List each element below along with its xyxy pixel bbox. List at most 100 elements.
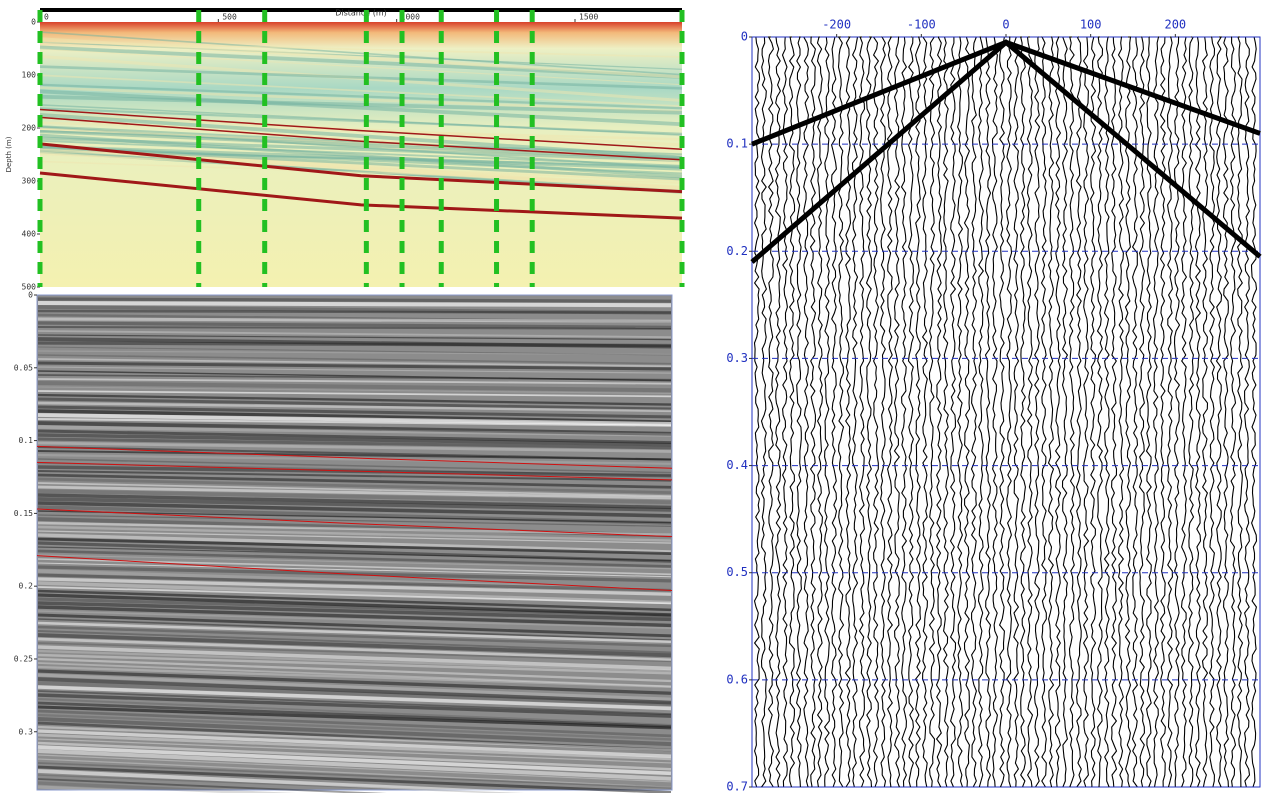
texture	[37, 477, 672, 494]
texture	[37, 649, 672, 672]
texture	[39, 45, 683, 79]
x-tick-label: 200	[1164, 18, 1186, 32]
texture	[37, 354, 672, 365]
trace	[767, 36, 774, 788]
x-tick-label: 1500	[579, 13, 598, 22]
trace	[1159, 36, 1166, 788]
texture	[37, 525, 672, 542]
trace	[984, 36, 992, 788]
texture	[37, 749, 672, 781]
texture	[39, 83, 683, 110]
texture	[37, 554, 672, 570]
texture	[37, 698, 672, 726]
texture	[37, 613, 672, 638]
texture	[37, 721, 672, 752]
trace	[1229, 36, 1237, 788]
y-tick-label: 0.3	[726, 351, 748, 365]
trace	[1236, 36, 1244, 788]
trace	[1061, 36, 1069, 788]
trace	[1103, 36, 1111, 788]
horizon-line	[39, 171, 683, 220]
trace	[858, 36, 866, 788]
texture	[37, 601, 672, 622]
texture	[37, 642, 672, 663]
texture	[37, 669, 672, 695]
texture	[37, 533, 672, 554]
horizon-line	[750, 39, 1262, 264]
y-tick-label: 0.7	[726, 780, 748, 793]
horizon-line	[36, 461, 673, 481]
trace	[851, 36, 859, 788]
texture	[39, 74, 683, 108]
texture	[37, 565, 672, 583]
trace	[1201, 36, 1209, 788]
y-tick-label: 0.4	[726, 458, 748, 472]
texture	[37, 417, 672, 427]
texture	[37, 350, 672, 356]
y-tick-label: 100	[22, 71, 37, 80]
trace	[1208, 36, 1216, 788]
y-tick-label: 0	[31, 18, 36, 27]
y-tick-label: 300	[22, 177, 37, 186]
texture	[37, 386, 672, 394]
texture	[39, 145, 683, 181]
trace	[963, 36, 971, 788]
texture	[37, 390, 672, 398]
y-tick-label: 0.2	[19, 582, 34, 591]
trace	[1054, 36, 1062, 788]
texture	[37, 717, 672, 747]
trace	[1006, 36, 1013, 788]
texture	[37, 701, 672, 728]
texture	[39, 48, 683, 86]
texture	[37, 489, 672, 505]
texture	[37, 530, 672, 544]
texture	[37, 665, 672, 688]
y-tick-label: 0.15	[14, 509, 33, 518]
x-axis-label: Distance (m)	[335, 9, 387, 18]
texture	[39, 94, 683, 115]
texture	[37, 774, 525, 793]
texture	[37, 514, 672, 527]
texture	[37, 758, 672, 788]
trace	[914, 36, 922, 788]
trace	[816, 36, 823, 788]
trace	[1215, 36, 1223, 788]
texture	[37, 781, 297, 793]
texture	[37, 470, 672, 482]
texture	[37, 326, 672, 330]
texture	[37, 709, 672, 738]
texture	[37, 309, 672, 314]
texture	[37, 409, 672, 424]
y-tick-label: 0	[28, 291, 33, 300]
trace	[781, 36, 789, 788]
texture	[37, 493, 672, 510]
texture	[37, 510, 672, 524]
texture	[37, 589, 672, 612]
texture	[37, 725, 672, 752]
trace	[844, 36, 852, 788]
y-tick-label: 0.25	[14, 654, 33, 663]
y-tick-label: 0.2	[726, 244, 748, 258]
texture	[37, 425, 672, 437]
horizon-line	[39, 142, 683, 194]
y-tick-label: 0.6	[726, 672, 748, 686]
trace	[942, 36, 950, 788]
texture	[37, 562, 672, 578]
texture	[39, 107, 683, 135]
texture	[37, 597, 672, 618]
texture	[37, 762, 672, 789]
texture	[37, 677, 672, 705]
texture	[37, 397, 672, 411]
trace	[788, 36, 796, 788]
texture	[37, 741, 672, 771]
x-tick-label: 0	[1002, 18, 1009, 32]
texture	[37, 633, 672, 658]
texture	[37, 405, 672, 419]
trace	[928, 36, 936, 788]
trace	[991, 36, 998, 788]
texture	[37, 458, 672, 474]
texture	[37, 313, 672, 323]
texture	[37, 301, 672, 308]
trace	[1047, 36, 1055, 788]
